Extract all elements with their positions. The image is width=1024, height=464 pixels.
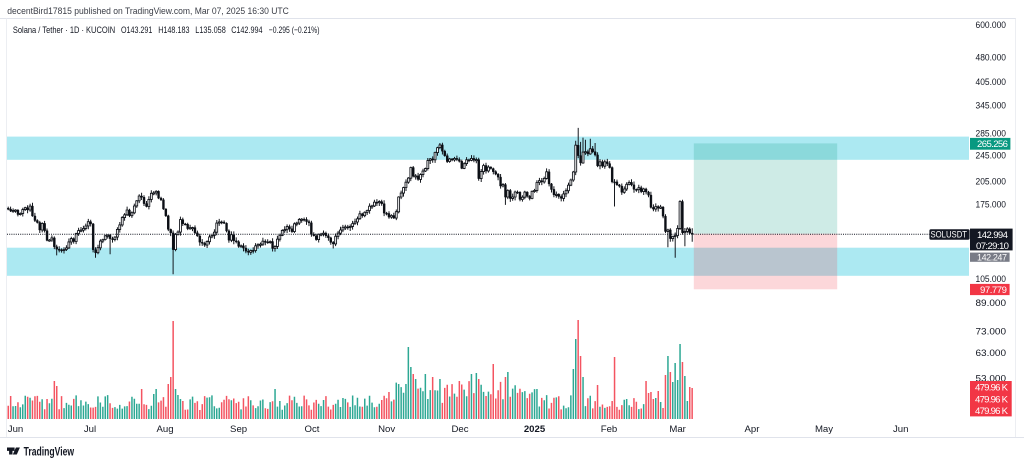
svg-text:Aug: Aug <box>156 424 173 435</box>
svg-text:Jun: Jun <box>8 424 23 435</box>
svg-text:Mar: Mar <box>669 424 686 435</box>
svg-text:600.000: 600.000 <box>976 20 1007 31</box>
svg-text:205.000: 205.000 <box>976 176 1007 187</box>
svg-text:142.994: 142.994 <box>977 230 1009 241</box>
svg-text:Nov: Nov <box>378 424 395 435</box>
svg-text:Dec: Dec <box>451 424 468 435</box>
svg-text:decentBird17815 published on T: decentBird17815 published on TradingView… <box>7 6 289 16</box>
svg-text:H148.183: H148.183 <box>158 25 189 35</box>
svg-text:−0.295 (−0.21%): −0.295 (−0.21%) <box>269 25 320 35</box>
svg-text:175.000: 175.000 <box>976 199 1007 210</box>
svg-text:479.96 K: 479.96 K <box>975 394 1009 405</box>
svg-text:285.000: 285.000 <box>976 128 1007 139</box>
svg-text:SOLUSDT: SOLUSDT <box>931 230 968 240</box>
svg-text:07:29:10: 07:29:10 <box>976 241 1009 252</box>
svg-text:480.000: 480.000 <box>976 52 1007 63</box>
svg-text:Apr: Apr <box>745 424 761 435</box>
svg-text:Sep: Sep <box>230 424 247 435</box>
svg-text:142.247: 142.247 <box>977 253 1007 263</box>
svg-text:Feb: Feb <box>601 424 618 435</box>
svg-text:89.000: 89.000 <box>976 298 1007 309</box>
svg-text:479.96 K: 479.96 K <box>975 383 1009 394</box>
svg-text:63.000: 63.000 <box>976 348 1007 359</box>
svg-text:May: May <box>815 424 833 435</box>
svg-text:C142.994: C142.994 <box>231 25 262 35</box>
svg-text:53.000: 53.000 <box>976 373 1007 384</box>
svg-text:405.000: 405.000 <box>976 77 1007 88</box>
svg-text:2025: 2025 <box>524 424 546 435</box>
svg-text:Solana / Tether · 1D · KUCOIN: Solana / Tether · 1D · KUCOIN <box>13 25 115 35</box>
svg-text:Jun: Jun <box>893 424 908 435</box>
svg-text:O143.291: O143.291 <box>121 25 152 35</box>
svg-text:97.779: 97.779 <box>980 285 1007 296</box>
svg-text:345.000: 345.000 <box>976 100 1007 111</box>
svg-text:265.256: 265.256 <box>977 139 1008 150</box>
svg-text:73.000: 73.000 <box>976 327 1007 338</box>
svg-text:Jul: Jul <box>84 424 96 435</box>
svg-text:TradingView: TradingView <box>24 446 75 458</box>
svg-text:245.000: 245.000 <box>976 150 1007 161</box>
svg-text:L135.058: L135.058 <box>195 25 226 35</box>
svg-text:Oct: Oct <box>305 424 320 435</box>
svg-text:105.000: 105.000 <box>976 274 1007 285</box>
svg-text:479.96 K: 479.96 K <box>975 406 1009 417</box>
